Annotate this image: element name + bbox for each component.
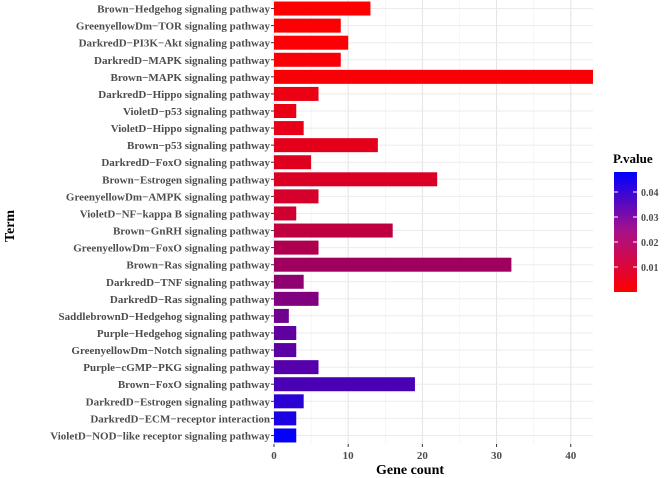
term-label: Brown−GnRH signaling pathway xyxy=(113,226,271,238)
bar xyxy=(274,69,593,84)
bar xyxy=(274,18,341,33)
x-tick-label: 30 xyxy=(491,450,503,462)
term-label: DarkredD−MAPK signaling pathway xyxy=(94,55,270,67)
legend-tick-label: 0.04 xyxy=(641,188,659,199)
term-label: Brown−Hedgehog signaling pathway xyxy=(97,4,270,16)
bar xyxy=(274,360,319,375)
term-label: DarkredD−FoxO signaling pathway xyxy=(101,157,270,169)
bar xyxy=(274,52,341,67)
term-label: DarkredD−TNF signaling pathway xyxy=(106,277,270,289)
bar xyxy=(274,240,319,255)
term-label: Brown−p53 signaling pathway xyxy=(127,140,270,152)
term-label: VioletD−NF−kappa B signaling pathway xyxy=(80,208,271,220)
term-label: SaddlebrownD−Hedgehog signaling pathway xyxy=(59,311,271,323)
bar xyxy=(274,35,349,50)
bars-group xyxy=(274,1,593,443)
term-label: Purple−Hedgehog signaling pathway xyxy=(97,328,271,340)
term-label: DarkredD−Ras signaling pathway xyxy=(110,294,271,306)
x-axis-title: Gene count xyxy=(376,463,444,478)
bar xyxy=(274,325,297,341)
bar xyxy=(274,172,438,187)
bar xyxy=(274,121,304,136)
legend-ticks: 0.01 0.02 0.03 0.04 xyxy=(614,188,659,274)
bar xyxy=(274,86,319,101)
x-axis-ticks: 0 10 20 30 40 xyxy=(271,444,577,462)
bar xyxy=(274,274,304,289)
bar xyxy=(274,189,319,204)
bar xyxy=(274,206,297,221)
term-label: GreenyellowDm−FoxO signaling pathway xyxy=(73,243,270,255)
term-label: GreenyellowDm−TOR signaling pathway xyxy=(76,21,271,33)
term-label: DarkredD−PI3K−Akt signaling pathway xyxy=(79,38,271,50)
bar xyxy=(274,155,312,170)
x-tick-label: 40 xyxy=(565,450,577,462)
legend-tick-label: 0.01 xyxy=(641,263,659,274)
term-label: DarkredD−Hippo signaling pathway xyxy=(98,89,270,101)
x-tick-label: 10 xyxy=(343,450,355,462)
bar xyxy=(274,411,297,426)
bar xyxy=(274,308,289,323)
bar xyxy=(274,343,297,358)
legend-colorbar xyxy=(614,172,637,292)
term-label: VioletD−NOD−like receptor signaling path… xyxy=(50,430,270,442)
term-label: VioletD−p53 signaling pathway xyxy=(123,106,271,118)
term-labels: Brown−Hedgehog signaling pathway Greenyel… xyxy=(50,4,274,442)
y-axis-title: Term xyxy=(3,210,18,242)
bar xyxy=(274,428,297,443)
bar xyxy=(274,291,319,306)
term-label: Brown−MAPK signaling pathway xyxy=(111,72,271,84)
bar xyxy=(274,257,512,272)
bar xyxy=(274,1,371,16)
term-label: DarkredD−Estrogen signaling pathway xyxy=(86,396,271,408)
term-label: GreenyellowDm−Notch signaling pathway xyxy=(71,345,270,357)
legend-tick-label: 0.02 xyxy=(641,238,659,249)
bar xyxy=(274,377,415,392)
term-label: Purple−cGMP−PKG signaling pathway xyxy=(83,362,270,374)
bar xyxy=(274,138,378,153)
term-label: Brown−Estrogen signaling pathway xyxy=(102,174,270,186)
term-label: Brown−Ras signaling pathway xyxy=(126,260,270,272)
x-tick-label: 20 xyxy=(417,450,429,462)
term-label: Brown−FoxO signaling pathway xyxy=(118,379,271,391)
legend-title: P.value xyxy=(613,151,653,166)
bar xyxy=(274,394,304,409)
term-label: GreenyellowDm−AMPK signaling pathway xyxy=(66,191,271,203)
term-label: DarkredD−ECM−receptor interaction xyxy=(90,413,270,425)
legend-tick-label: 0.03 xyxy=(641,213,659,224)
term-label: VioletD−Hippo signaling pathway xyxy=(111,123,271,135)
color-legend: P.value 0.01 0.02 0.03 0.04 xyxy=(613,151,659,292)
bar xyxy=(274,103,297,119)
x-tick-label: 0 xyxy=(271,450,277,462)
bar xyxy=(274,223,393,238)
